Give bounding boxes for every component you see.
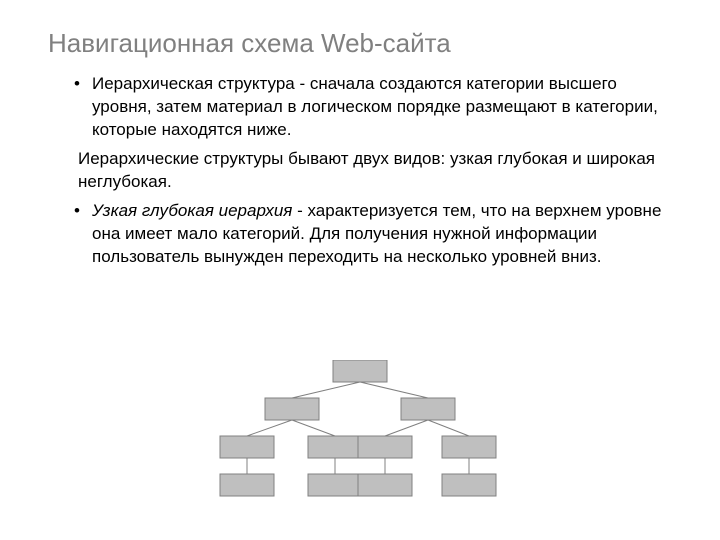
body-text: Иерархическая структура - сначала создаю…: [48, 73, 672, 269]
hierarchy-tree-diagram: [180, 360, 540, 522]
slide: Навигационная схема Web-сайта Иерархичес…: [0, 0, 720, 540]
bullet-list: Иерархическая структура - сначала создаю…: [48, 73, 672, 142]
bullet-list: Узкая глубокая иерархия - характеризуетс…: [48, 200, 672, 269]
page-title: Навигационная схема Web-сайта: [48, 28, 672, 59]
sub-paragraph: Иерархические структуры бывают двух видо…: [78, 148, 672, 194]
diagram-container: [0, 360, 720, 522]
list-item: Иерархическая структура - сначала создаю…: [92, 73, 672, 142]
bullet2-lead: Узкая глубокая иерархия: [92, 201, 292, 220]
list-item: Узкая глубокая иерархия - характеризуетс…: [92, 200, 672, 269]
bullet1-lead: Иерархическая структура: [92, 74, 295, 93]
